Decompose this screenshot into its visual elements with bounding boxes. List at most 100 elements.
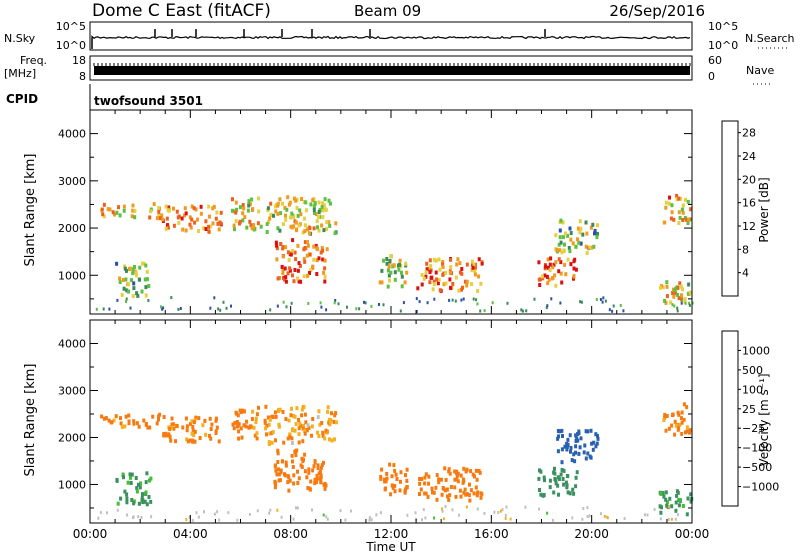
data-cell [320, 463, 324, 467]
data-cell [406, 513, 409, 517]
data-cell [556, 449, 560, 454]
data-cell [283, 277, 286, 282]
data-cell [691, 301, 694, 305]
data-cell [276, 211, 280, 216]
data-cell [303, 431, 307, 436]
data-cell [122, 278, 125, 282]
data-cell [252, 425, 256, 430]
data-cell [281, 410, 285, 414]
data-cell [161, 217, 165, 222]
data-cell [611, 309, 614, 313]
data-cell [457, 288, 461, 293]
data-cell [276, 508, 279, 512]
data-cell [287, 418, 291, 423]
data-cell [126, 480, 130, 485]
data-cell [586, 506, 589, 510]
data-cell [322, 228, 326, 233]
data-cell [286, 195, 290, 200]
data-cell [324, 428, 328, 433]
colorbar-tick-label: 8 [742, 243, 749, 256]
data-cell [296, 276, 300, 281]
data-cell [276, 460, 280, 464]
data-cell [302, 424, 305, 428]
data-cell [157, 417, 160, 422]
data-cell [674, 423, 678, 428]
data-cell [121, 472, 125, 477]
data-cell [567, 246, 571, 250]
data-cell [272, 213, 275, 218]
data-cell [129, 475, 132, 480]
data-cell [684, 217, 688, 222]
data-cell [387, 273, 391, 278]
data-cell [284, 460, 288, 465]
data-cell [441, 507, 443, 511]
data-cell [308, 252, 312, 257]
data-cell [478, 470, 482, 475]
data-cell [459, 473, 463, 478]
data-cell [268, 216, 272, 221]
data-cell [453, 469, 457, 474]
data-cell [297, 223, 301, 228]
data-cell [557, 434, 560, 439]
data-cell [673, 419, 677, 424]
data-cell [330, 411, 333, 416]
data-cell [470, 268, 474, 273]
data-cell [132, 516, 134, 519]
data-cell [679, 416, 683, 421]
data-cell [264, 404, 268, 409]
data-cell [308, 226, 312, 231]
data-cell [203, 418, 207, 423]
data-cell [554, 481, 558, 486]
data-cell [289, 413, 293, 418]
data-cell [244, 424, 248, 429]
data-cell [584, 429, 588, 434]
data-cell [302, 256, 306, 261]
data-cell [441, 264, 445, 269]
data-cell [297, 279, 301, 284]
data-cell [675, 193, 679, 198]
data-cell [661, 285, 665, 290]
data-cell [276, 448, 280, 453]
data-cell [212, 204, 216, 209]
data-cell [384, 479, 388, 484]
data-cell [458, 513, 461, 517]
data-cell [303, 428, 307, 433]
data-cell [668, 195, 671, 200]
data-cell [307, 425, 311, 430]
data-cell [219, 210, 223, 215]
data-cell [279, 211, 283, 216]
data-cell [312, 257, 316, 262]
data-cell [439, 477, 443, 482]
data-cell [189, 225, 193, 230]
data-cell [307, 467, 311, 472]
data-cell [270, 440, 274, 445]
data-cell [106, 511, 108, 515]
data-cell [578, 230, 582, 235]
data-cell [441, 272, 445, 277]
data-cell [126, 513, 129, 517]
data-cell [560, 428, 564, 433]
data-cell [99, 511, 102, 515]
data-cell [296, 243, 300, 248]
data-cell [248, 425, 252, 430]
data-cell [551, 265, 555, 270]
colorbar-tick-label: 16 [742, 197, 756, 210]
data-cell [337, 302, 340, 306]
data-cell [164, 433, 168, 438]
colorbar-tick-label: −25 [742, 422, 765, 435]
data-cell [134, 476, 138, 480]
data-cell [444, 281, 448, 286]
data-cell [276, 203, 280, 208]
data-cell [116, 298, 119, 302]
data-cell [659, 517, 662, 521]
data-cell [464, 469, 468, 474]
data-cell [603, 514, 606, 518]
data-cell [675, 197, 679, 202]
data-cell [584, 244, 588, 249]
data-cell [118, 213, 122, 218]
data-cell [559, 218, 563, 223]
data-cell [166, 223, 169, 228]
ytick-label: 4000 [58, 128, 86, 141]
data-cell [679, 196, 683, 201]
data-cell [273, 485, 277, 490]
